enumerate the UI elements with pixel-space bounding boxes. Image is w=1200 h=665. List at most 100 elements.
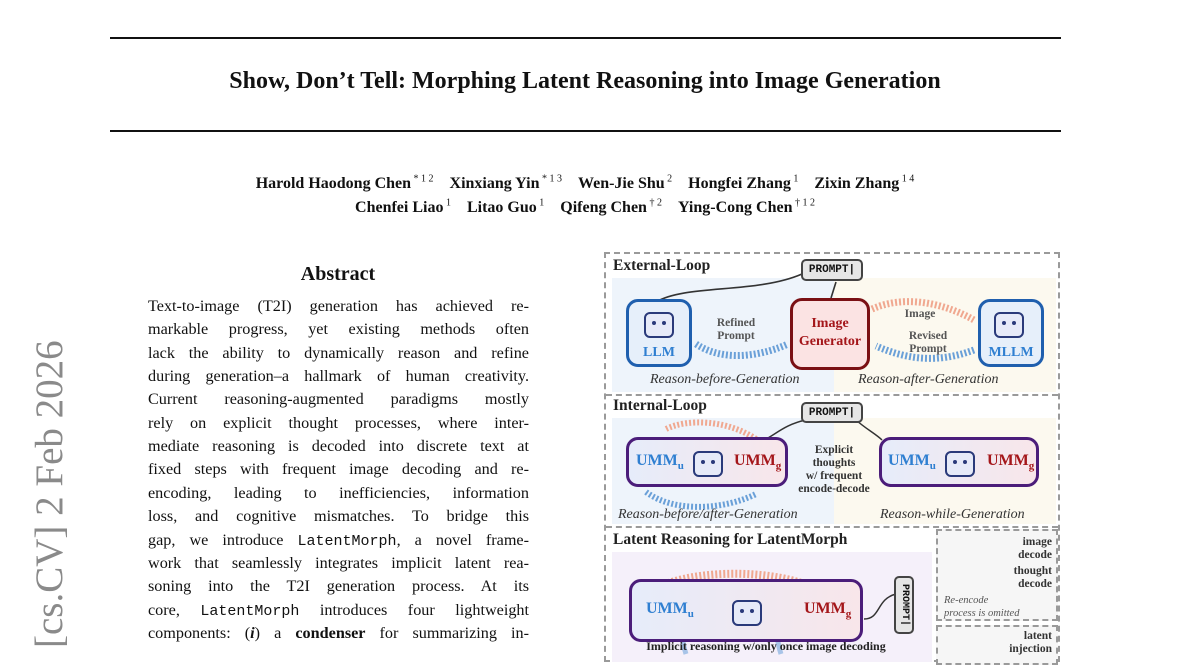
abstract-text: markable progress, yet existing methods … xyxy=(148,320,529,339)
abstract-line: gap, we introduce LatentMorph, a novel f… xyxy=(148,530,529,552)
abstract-line: fixed steps with frequent image decoding… xyxy=(148,459,529,479)
umm-box-left xyxy=(626,437,788,487)
author: Hongfei Zhang 1 xyxy=(688,174,799,193)
abstract-text: gap, we introduce xyxy=(148,530,298,549)
umm-u-text: UMM xyxy=(888,452,930,469)
internal-loop-title: Internal-Loop xyxy=(613,397,707,414)
abstract-text: , a novel frame- xyxy=(396,530,529,549)
umm-g-sub: g xyxy=(845,608,852,621)
abstract-text: components: ( xyxy=(148,623,251,642)
abstract-text: rely on explicit thought processes, wher… xyxy=(148,413,529,432)
author: Litao Guo 1 xyxy=(466,198,545,217)
legend-line: decode xyxy=(1018,549,1052,561)
legend-panel xyxy=(936,529,1058,621)
explicit-thoughts-label: Explicit thoughts w/ frequent encode-dec… xyxy=(792,444,876,496)
abstract-text: mediate reasoning is decoded into discre… xyxy=(148,437,529,456)
llm-label: LLM xyxy=(643,345,675,360)
author-affiliation: † 2 xyxy=(646,198,662,209)
author-affiliation: 1 4 xyxy=(899,174,915,185)
legend-latent-injection: latent injection xyxy=(1002,630,1052,656)
middle-line-3: w/ frequent xyxy=(805,470,863,482)
caption-reason-before: Reason-before-Generation xyxy=(650,372,800,387)
author: Zixin Zhang 1 4 xyxy=(814,174,915,193)
abstract-text: for summarizing in- xyxy=(365,623,529,642)
robot-magnifier-icon xyxy=(994,312,1024,338)
external-loop-title: External-Loop xyxy=(613,257,711,274)
mllm-label: MLLM xyxy=(988,345,1034,360)
abstract-line: lack the ability to dynamically reason a… xyxy=(148,343,529,363)
robot-icon xyxy=(644,312,674,338)
abstract-line: work that seamlessly integrates implicit… xyxy=(148,553,529,573)
umm-g-text: UMM xyxy=(734,452,776,469)
method-name: LatentMorph xyxy=(297,532,397,550)
umm-u-text: UMM xyxy=(636,452,678,469)
robot-painter-icon xyxy=(945,451,975,477)
abstract-line: markable progress, yet existing methods … xyxy=(148,319,529,339)
legend-image-decode: image decode xyxy=(1008,536,1052,562)
author-affiliation: * 1 3 xyxy=(539,174,562,185)
latent-umm-u-label: UMMu xyxy=(646,600,694,620)
generator-line-2: Generator xyxy=(798,334,862,349)
umm-g-sub: g xyxy=(775,460,782,473)
author: Chenfei Liao 1 xyxy=(355,198,451,217)
author-affiliation: 1 xyxy=(443,198,451,209)
refined-prompt-arrow xyxy=(694,340,790,359)
abstract-text: soning into the T2I generation process. … xyxy=(148,577,529,596)
abstract-text: fixed steps with frequent image decoding… xyxy=(148,460,529,479)
abstract-line: rely on explicit thought processes, wher… xyxy=(148,413,529,433)
latent-caption: Implicit reasoning w/only once image dec… xyxy=(646,639,886,653)
generator-line-1: Image xyxy=(811,316,849,331)
umm-u-sub: u xyxy=(687,608,694,621)
abstract-line: mediate reasoning is decoded into discre… xyxy=(148,436,529,456)
revised-prompt-arrow xyxy=(874,342,976,362)
umm-g-sub: g xyxy=(1028,460,1035,473)
umm-box-right xyxy=(879,437,1039,487)
legend-note: Re-encode process is omitted xyxy=(944,594,1019,620)
abstract-text: introduces four lightweight xyxy=(299,600,529,619)
refined-prompt-label: Refined Prompt xyxy=(708,317,764,343)
refined-line-2: Prompt xyxy=(717,330,755,342)
internal-prompt-arrows xyxy=(765,419,883,441)
umm-g-label-right: UMMg xyxy=(987,452,1034,472)
abstract-text: work that seamlessly integrates implicit… xyxy=(148,553,529,572)
author: Harold Haodong Chen * 1 2 xyxy=(255,174,434,193)
external-prompt-box: PROMPT| xyxy=(801,259,863,281)
robot-palette-icon xyxy=(732,600,762,626)
umm-u-label-right: UMMu xyxy=(888,452,936,472)
abstract-text: during generation–a hallmark of human cr… xyxy=(148,367,529,386)
image-generator-label: Image Generator xyxy=(790,315,870,351)
caption-reason-while: Reason-while-Generation xyxy=(880,507,1025,522)
paper-title: Show, Don’t Tell: Morphing Latent Reason… xyxy=(229,68,941,94)
middle-line-2: thoughts xyxy=(812,457,856,469)
llm-box xyxy=(626,299,692,367)
legend-line: injection xyxy=(1009,643,1052,655)
image-label: Image xyxy=(904,308,936,320)
umm-u-label-left: UMMu xyxy=(636,452,684,472)
legend-line: image xyxy=(1022,536,1052,548)
umm-u-sub: u xyxy=(929,460,936,473)
caption-reason-after: Reason-after-Generation xyxy=(858,372,999,387)
method-name: LatentMorph xyxy=(200,602,300,620)
abstract-line: encoding, leading to inefficiencies, inf… xyxy=(148,483,529,503)
abstract-text: Current reasoning-augmented paradigms mo… xyxy=(148,390,529,409)
abstract-text: ) a xyxy=(254,623,296,642)
abstract-line: core, LatentMorph introduces four lightw… xyxy=(148,600,529,622)
latent-umm-g-label: UMMg xyxy=(804,600,851,620)
internal-thought-arrow xyxy=(644,489,758,510)
abstract-line: during generation–a hallmark of human cr… xyxy=(148,366,529,386)
author-affiliation: 2 xyxy=(664,174,673,185)
revised-prompt-label: Revised Prompt xyxy=(898,330,958,356)
prompt-to-llm-arrow xyxy=(655,273,803,303)
legend-line: thought xyxy=(1013,565,1052,577)
image-generator-box xyxy=(790,298,870,370)
legend-line: latent xyxy=(1023,630,1052,642)
title-bottom-rule xyxy=(110,130,1061,132)
abstract-text: lack the ability to dynamically reason a… xyxy=(148,343,529,362)
abstract-text: condenser xyxy=(295,623,366,642)
abstract-text: core, xyxy=(148,600,201,619)
abstract-line: components: (i) a condenser for summariz… xyxy=(148,623,529,643)
abstract-line: Current reasoning-augmented paradigms mo… xyxy=(148,389,529,409)
umm-g-text: UMM xyxy=(804,600,846,617)
author-affiliation: † 1 2 xyxy=(792,198,815,209)
section-divider xyxy=(606,394,1058,396)
